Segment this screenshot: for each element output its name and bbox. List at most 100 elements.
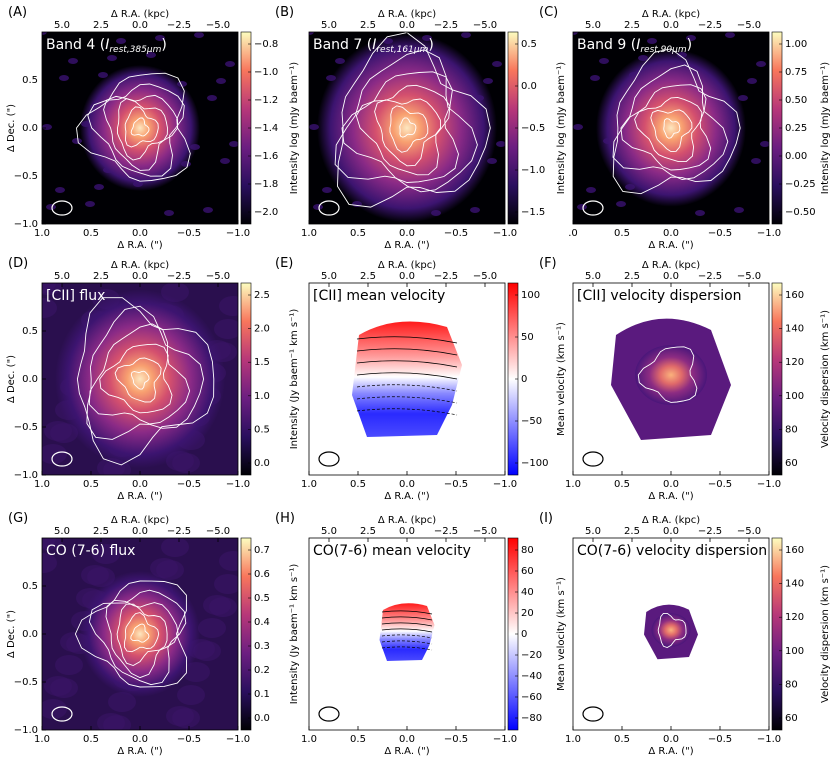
plot-area	[309, 32, 505, 224]
y-tick-label: −0.5	[14, 171, 38, 182]
x2-tick-label: 0.0	[663, 20, 679, 31]
beam-ellipse	[582, 706, 604, 722]
y-tick-label: 0.0	[22, 629, 38, 640]
panel-f: [CII] velocity dispersion (F) 1.0 0.5 0.0 −0.…	[539, 256, 830, 502]
panel-c: Band 9 (Irest,90μm)(C).0 0.5 0.0 −0.5 −1.0Δ …	[539, 5, 830, 251]
x2-axis-label: Δ R.A. (kpc)	[111, 515, 169, 526]
velocity-field	[352, 321, 462, 437]
panel-g: CO (7-6) flux (G) 1.0 0.5 0.0 −0.5 −1.0 Δ R.A. …	[6, 511, 300, 757]
colorbar-tick-label: 0.0	[254, 713, 270, 724]
panel-a: Band 4 (Irest,385μm)(A)1.0 0.5 0.0 −0.5 −1.0…	[6, 5, 300, 251]
colorbar-tick-label: 120	[785, 357, 804, 368]
x2-tick-label: 2.5	[360, 526, 376, 537]
panel-letter: (F)	[539, 256, 557, 271]
x-tick-label: 1.0	[301, 479, 317, 490]
colorbar-tick-label: 0.75	[785, 67, 807, 78]
x-tick-label: 0.0	[132, 734, 148, 745]
x2-axis-label: Δ R.A. (kpc)	[378, 9, 436, 20]
x-tick-label: .0	[568, 228, 578, 239]
x-tick-label: 1.0	[34, 479, 50, 490]
beam-ellipse	[318, 451, 340, 467]
x2-tick-label: 5.0	[54, 271, 70, 282]
colorbar-tick-label: 0	[521, 374, 527, 385]
colorbar-label: Intensity log (mJy baem⁻¹)	[820, 62, 830, 194]
y-tick-label: 0.0	[22, 123, 38, 134]
x2-tick-label: 2.5	[360, 20, 376, 31]
x2-tick-label: 2.5	[624, 271, 640, 282]
x-axis-label: Δ R.A. (")	[117, 491, 162, 502]
colorbar-tick-label: 20	[521, 608, 534, 619]
x2-tick-label: −5.0	[473, 20, 497, 31]
x2-tick-label: 0.0	[399, 526, 415, 537]
colorbar-tick-label: 140	[785, 324, 804, 335]
colorbar-tick-label: −0.50	[785, 207, 816, 218]
x2-tick-label: −2.5	[698, 20, 722, 31]
colorbar-tick-label: 0.5	[254, 593, 270, 604]
x2-tick-label: 5.0	[585, 271, 601, 282]
colorbar-label: Intensity log (mJy baem⁻¹)	[289, 62, 300, 194]
colorbar-tick-label: 2.5	[254, 290, 270, 301]
colorbar-tick-label: −0.25	[785, 179, 816, 190]
x-axis-label: Δ R.A. (")	[384, 240, 429, 251]
colorbar-tick-label: 100	[785, 391, 804, 402]
panel-letter: (A)	[8, 5, 27, 20]
x-tick-label: 0.0	[663, 479, 679, 490]
colorbar-tick-label: 60	[785, 458, 798, 469]
y-tick-label: 0.5	[22, 75, 38, 86]
beam-ellipse	[51, 706, 73, 722]
x2-tick-label: 0.0	[663, 526, 679, 537]
x-tick-label: −0.5	[708, 228, 732, 239]
beam-ellipse	[51, 451, 73, 467]
plot-area	[573, 538, 769, 730]
x2-tick-label: −2.5	[167, 526, 191, 537]
colorbar-tick-label: 100	[521, 290, 540, 301]
colorbar-tick-label: −50	[521, 416, 542, 427]
x-axis-label: Δ R.A. (")	[648, 746, 693, 757]
y-tick-label: −1.0	[14, 725, 38, 736]
colorbar-tick-label: −80	[521, 713, 542, 724]
plot-area	[573, 32, 769, 224]
y-tick-label: 0.0	[22, 374, 38, 385]
x2-tick-label: 2.5	[93, 20, 109, 31]
colorbar-tick-label: 0.25	[785, 123, 807, 134]
x-tick-label: 0.5	[350, 734, 366, 745]
x-tick-label: 0.0	[663, 734, 679, 745]
beam-ellipse	[51, 200, 73, 216]
colorbar-tick-label: 1.0	[254, 391, 270, 402]
colorbar-tick-label: −1.6	[254, 151, 278, 162]
x2-axis-label: Δ R.A. (kpc)	[111, 9, 169, 20]
plot-area	[309, 538, 505, 730]
colorbar-tick-label: 120	[785, 612, 804, 623]
x-tick-label: 0.0	[132, 228, 148, 239]
x-tick-label: −0.5	[444, 734, 468, 745]
x-tick-label: 1.0	[301, 228, 317, 239]
x-tick-label: 1.0	[34, 228, 50, 239]
colorbar-tick-label: 50	[521, 332, 534, 343]
x2-tick-label: −5.0	[206, 271, 230, 282]
x2-tick-label: 0.0	[663, 271, 679, 282]
colorbar-tick-label: 0.5	[254, 424, 270, 435]
colorbar-tick-label: 1.5	[254, 357, 270, 368]
x-tick-label: 1.0	[565, 479, 581, 490]
colorbar-tick-label: 0.0	[254, 458, 270, 469]
x2-axis-label: Δ R.A. (kpc)	[642, 9, 700, 20]
x-tick-label: 0.5	[614, 228, 630, 239]
x2-tick-label: −2.5	[698, 271, 722, 282]
x2-tick-label: −5.0	[473, 271, 497, 282]
colorbar	[771, 537, 783, 731]
panel-h: CO(7-6) mean velocity (H) 1.0 0.5 0.0 −0.5 −1.…	[275, 511, 567, 757]
colorbar-tick-label: 80	[521, 545, 534, 556]
x-axis-label: Δ R.A. (")	[648, 491, 693, 502]
y-tick-label: −1.0	[14, 470, 38, 481]
colorbar-tick-label: 60	[521, 566, 534, 577]
colorbar-tick-label: −40	[521, 671, 542, 682]
x-tick-label: −0.5	[177, 479, 201, 490]
colorbar-tick-label: 1.00	[785, 39, 807, 50]
x-tick-label: 0.5	[614, 479, 630, 490]
colorbar-tick-label: 0	[521, 629, 527, 640]
x-tick-label: 0.5	[350, 479, 366, 490]
x2-tick-label: 2.5	[360, 271, 376, 282]
x2-tick-label: −2.5	[434, 20, 458, 31]
y-tick-label: −0.5	[14, 677, 38, 688]
x-tick-label: −0.5	[444, 228, 468, 239]
